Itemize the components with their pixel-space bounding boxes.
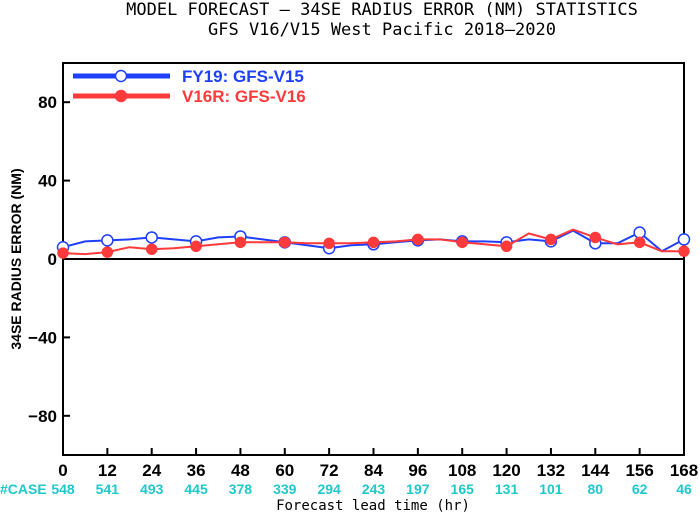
case-count: 378 [229,481,253,497]
legend-label: V16R: GFS-V16 [182,87,306,106]
data-point [279,236,291,249]
series-2 [57,228,690,259]
case-count: 243 [362,481,386,497]
y-tick-label: 40 [38,172,57,191]
data-point [234,236,247,249]
x-tick-label: 24 [142,461,161,480]
data-point [101,234,114,247]
y-tick-label: −40 [28,328,57,347]
data-point [190,240,202,253]
data-point [633,236,646,249]
x-tick-label: 48 [231,461,250,480]
x-tick-label: 168 [670,461,698,480]
y-axis: 80 40 0 −40 −80 [28,93,70,426]
x-tick-label: 72 [320,461,339,480]
case-count: 548 [51,481,75,497]
chart-subtitle: GFS V16/V15 West Pacific 2018–2020 [208,20,556,40]
y-tick-label: 0 [48,250,57,269]
x-axis-label: Forecast lead time (hr) [276,498,470,514]
x-tick-label: 132 [537,461,565,480]
data-point [677,233,691,246]
data-point [633,226,646,239]
data-point [145,231,158,244]
data-point [589,231,602,244]
y-axis-label: 34SE RADIUS ERROR (NM) [8,168,24,349]
x-tick-label: 12 [98,461,117,480]
case-count: 493 [140,481,164,497]
x-tick-label: 36 [187,461,206,480]
x-tick-label: 84 [364,461,383,480]
x-tick-label: 120 [492,461,520,480]
x-axis: 0 12 24 36 48 60 72 84 96 108 120 132 144 156 168 [58,448,698,480]
case-count: 294 [317,481,341,497]
legend-marker [114,69,128,83]
data-point [57,247,69,259]
x-tick-label: 60 [275,461,294,480]
data-point [323,237,335,250]
case-count: 131 [495,481,519,497]
case-count: 165 [451,481,475,497]
legend-marker [114,89,128,103]
x-tick-label: 144 [581,461,610,480]
case-count: 339 [273,481,297,497]
case-count: 445 [184,481,208,497]
data-point [101,246,114,258]
data-point [500,240,513,253]
y-tick-label: 80 [38,93,57,112]
x-tick-label: 0 [58,461,67,480]
legend-label: FY19: GFS-V15 [182,67,304,86]
case-label: #CASE [0,481,47,497]
series-layer [56,226,691,259]
x-tick-label: 156 [625,461,653,480]
data-point [456,236,468,249]
case-count: 197 [406,481,430,497]
data-point [678,245,690,257]
data-point [145,243,158,255]
x-tick-label: 96 [408,461,427,480]
chart-title: MODEL FORECAST – 34SE RADIUS ERROR (NM) … [126,0,638,20]
case-count: 101 [539,481,563,497]
data-point [367,236,380,249]
case-count: 46 [676,481,692,497]
case-count: 62 [632,481,648,497]
case-count: 80 [587,481,603,497]
y-tick-label: −80 [28,407,57,426]
x-tick-label: 108 [448,461,476,480]
data-point [412,233,424,246]
data-point [545,233,557,246]
case-row: #CASE 548 541 493 445 378 339 294 243 197 165 131 10… [0,481,692,497]
case-count: 541 [96,481,120,497]
